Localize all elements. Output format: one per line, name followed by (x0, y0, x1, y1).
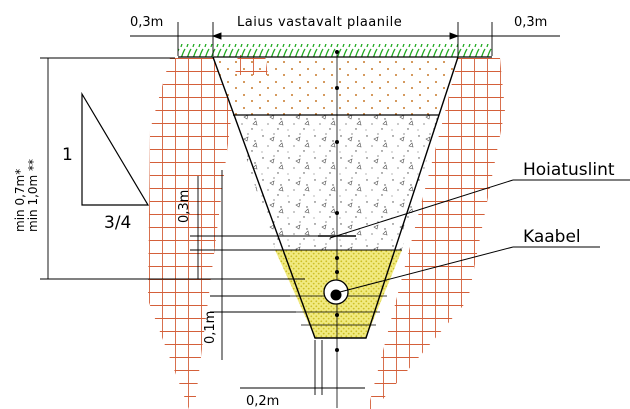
side-dimensions (190, 170, 318, 360)
depth-label-2: min 1,0m ** (26, 159, 40, 232)
bottom-dimension (240, 340, 365, 395)
bottom-width-label: 0,2m (246, 394, 279, 409)
slope-triangle (81, 91, 150, 206)
side-width-left-label: 0,3m (130, 15, 163, 30)
slope-horizontal-label: 3/4 (104, 213, 131, 233)
depth-label-1: min 0,7m* (13, 169, 27, 232)
top-dimension (130, 22, 560, 56)
top-width-label: Laius vastavalt plaanile (237, 15, 402, 30)
cable-label: Kaabel (523, 227, 581, 247)
bedding-label: 0,1m (203, 311, 218, 344)
warning-tape-label: Hoiatuslint (523, 160, 615, 180)
tape-offset-label: 0,3m (177, 190, 192, 223)
gravel-layer (233, 115, 439, 250)
slope-vertical-label: 1 (62, 145, 73, 165)
topsoil-layer (213, 57, 458, 115)
warning-tape (318, 179, 630, 239)
grass-strip (178, 44, 492, 57)
depth-dimension (40, 57, 305, 280)
center-line (335, 50, 339, 408)
cable (323, 246, 600, 305)
side-width-right-label: 0,3m (514, 15, 547, 30)
